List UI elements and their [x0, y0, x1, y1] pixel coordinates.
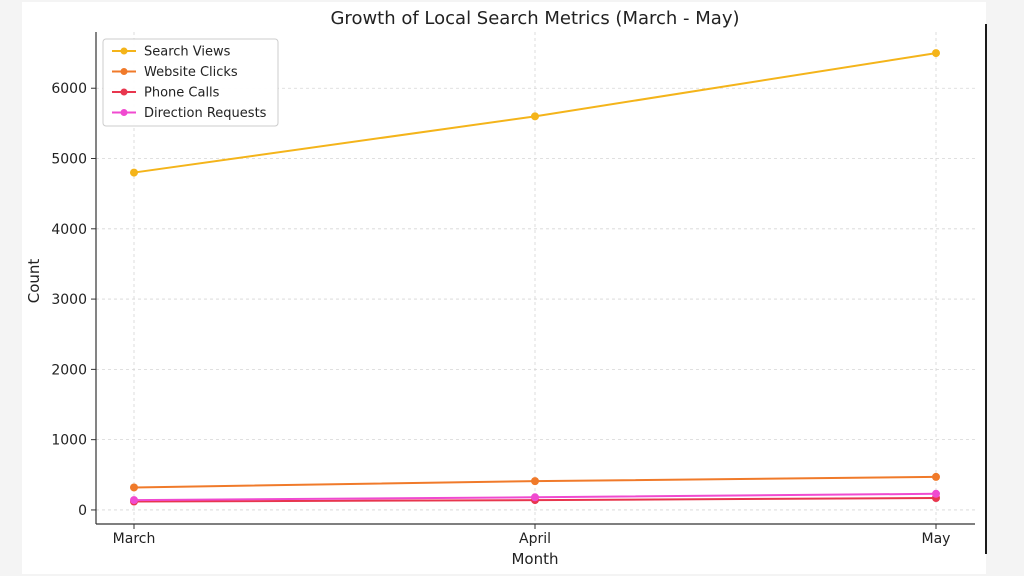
x-tick-label: March — [113, 531, 156, 547]
y-tick-label: 1000 — [51, 433, 87, 449]
y-tick-label: 4000 — [51, 222, 87, 238]
data-point — [531, 112, 539, 121]
x-axis-title: Month — [511, 550, 558, 568]
y-tick-label: 0 — [78, 503, 87, 519]
data-point — [531, 477, 539, 486]
legend-label: Direction Requests — [144, 106, 267, 121]
data-point — [531, 493, 539, 502]
data-point — [932, 49, 940, 58]
data-point — [932, 489, 940, 498]
data-point — [130, 168, 138, 177]
legend-swatch-marker — [120, 68, 128, 75]
y-tick-label: 3000 — [51, 292, 87, 308]
y-tick-label: 2000 — [51, 362, 87, 378]
legend-box — [102, 38, 279, 127]
data-point — [130, 496, 138, 505]
series-layer — [130, 49, 940, 506]
axes: 0 1000 2000 3000 4000 5000 6000 March April May — [51, 32, 975, 547]
y-tick-label: 5000 — [51, 152, 87, 168]
legend-label: Search Views — [144, 45, 231, 60]
y-axis-title: Count — [25, 259, 43, 304]
x-tick-label: May — [922, 531, 951, 547]
data-point — [932, 472, 940, 481]
legend-label: Phone Calls — [144, 86, 220, 101]
legend: Search Views Website Clicks Phone Calls Dir… — [102, 38, 279, 127]
legend-swatch-marker — [120, 47, 128, 55]
y-tick-label: 6000 — [51, 81, 87, 97]
chart-title: Growth of Local Search Metrics (March - … — [330, 8, 739, 29]
window-edge — [985, 24, 987, 554]
legend-swatch-marker — [120, 88, 128, 96]
legend-swatch-marker — [120, 109, 128, 116]
data-point — [130, 483, 138, 492]
legend-label: Website Clicks — [144, 65, 238, 80]
x-tick-label: April — [519, 531, 551, 547]
